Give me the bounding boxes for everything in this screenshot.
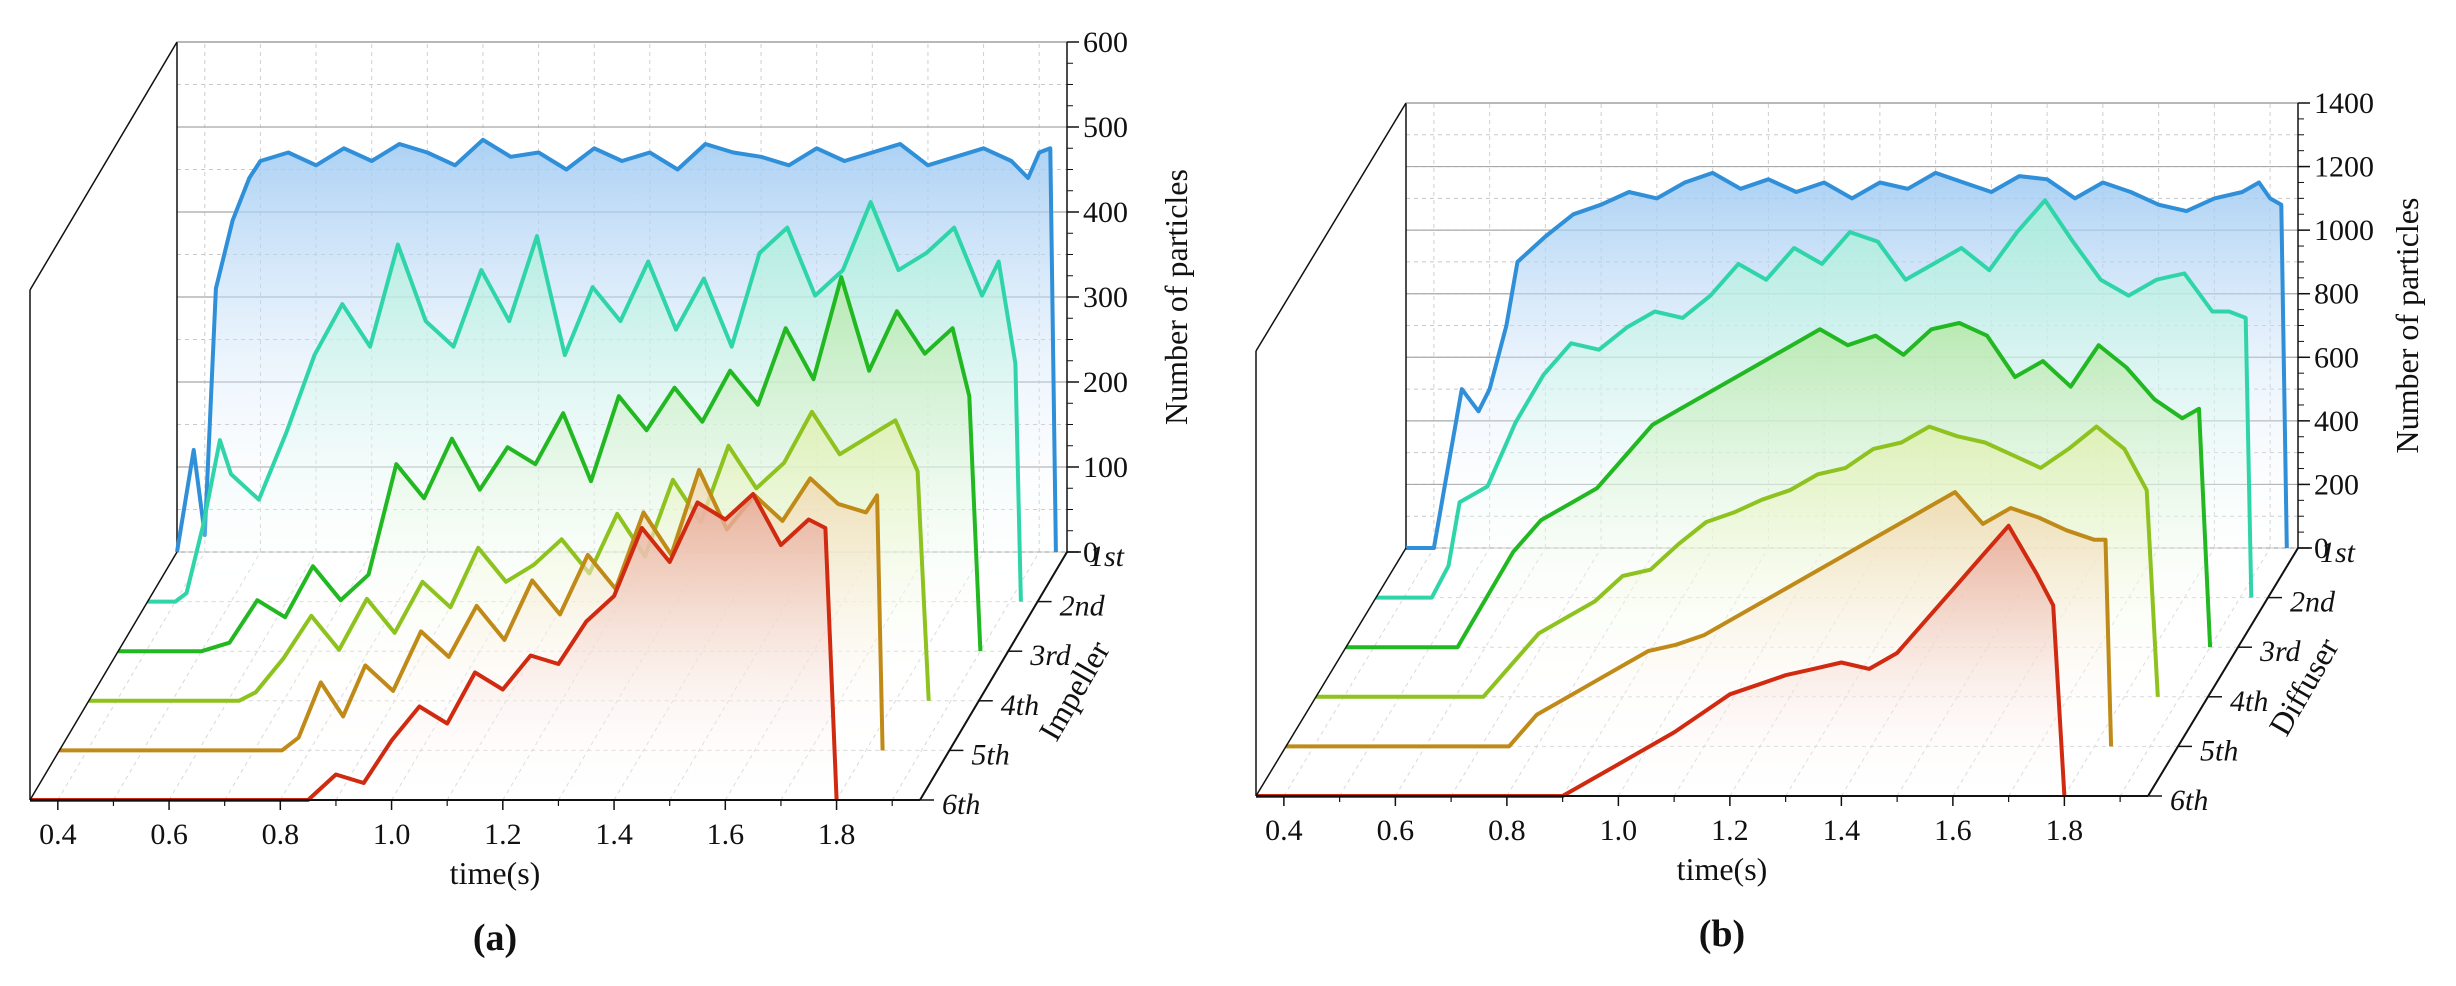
x-tick-label: 1.8	[818, 818, 856, 851]
front-axes	[1255, 102, 2312, 806]
series-line-5th	[1286, 490, 2114, 749]
y-tick-label: 200	[1083, 366, 1128, 399]
x-tick-label: 0.4	[1265, 814, 1303, 847]
panel-caption: (b)	[1699, 913, 1745, 955]
y-axis-title: Number of particles	[1158, 169, 1194, 425]
depth-tick-label: 3rd	[1029, 639, 1072, 672]
x-tick-label: 1.0	[1600, 814, 1638, 847]
depth-tick-label: 2nd	[1060, 590, 1106, 623]
series-line-3rd	[118, 275, 983, 654]
series-fill-6th	[30, 494, 837, 800]
y-tick-label: 300	[1083, 281, 1128, 314]
panel-caption: (a)	[473, 917, 517, 959]
x-tick-label: 0.6	[1377, 814, 1415, 847]
y-tick-label: 200	[2314, 468, 2359, 501]
x-tick-label: 1.8	[2046, 814, 2084, 847]
y-tick-label: 1000	[2314, 214, 2374, 247]
x-tick-label: 0.8	[262, 818, 300, 851]
depth-tick-label: 1st	[1089, 540, 1125, 573]
depth-tick-label: 5th	[971, 738, 1009, 771]
series-group	[30, 137, 1058, 802]
floor-line	[1283, 547, 1435, 797]
chart-panel-a: 0.4 0.6 0.8 1.0 1.2 1.4 1.6 1.8 0 100 200 300 400 500…	[29, 26, 1194, 959]
x-tick-label: 1.4	[1823, 814, 1861, 847]
y-tick-label: 500	[1083, 111, 1128, 144]
x-tick-label: 1.4	[595, 818, 633, 851]
depth-tick-label: 1st	[2320, 536, 2356, 569]
front-axes	[29, 41, 1081, 810]
depth-axis-line	[2147, 547, 2299, 797]
series-line-1st	[175, 137, 1058, 553]
series-line-2nd	[147, 200, 1023, 604]
x-tick-label: 1.2	[1711, 814, 1749, 847]
series-line-4th	[88, 409, 931, 703]
axis-line	[29, 41, 178, 291]
x-tick-label: 0.8	[1488, 814, 1526, 847]
y-tick-label: 1200	[2314, 151, 2374, 184]
depth-tick-label: 6th	[2170, 784, 2208, 817]
series-line-3rd	[1346, 321, 2213, 650]
y-axis-title: Number of particles	[2389, 198, 2425, 454]
series-line-4th	[1316, 424, 2160, 699]
y-tick-label: 1400	[2314, 87, 2374, 120]
depth-tick-label: 3rd	[2259, 635, 2302, 668]
x-tick-label: 1.6	[707, 818, 745, 851]
y-tick-label: 600	[2314, 341, 2359, 374]
x-tick-label: 1.2	[484, 818, 522, 851]
axis-line	[1255, 102, 1407, 352]
depth-tick-label: 4th	[1001, 689, 1039, 722]
series-line-6th	[30, 492, 839, 802]
series-group	[1256, 170, 2289, 798]
x-tick-label: 1.6	[1934, 814, 1972, 847]
depth-tick-label: 6th	[942, 788, 980, 821]
series-fill-6th	[1256, 525, 2065, 796]
series-line-5th	[59, 467, 885, 753]
depth-axis-line	[919, 551, 1068, 801]
x-tick-label: 0.4	[39, 818, 77, 851]
x-tick-label: 0.6	[150, 818, 188, 851]
depth-tick-label: 2nd	[2290, 586, 2336, 619]
series-line-2nd	[1376, 198, 2254, 600]
y-tick-label: 0	[1083, 536, 1098, 569]
x-tick-label: 1.0	[373, 818, 411, 851]
y-tick-label: 0	[2314, 532, 2329, 565]
series-line-6th	[1256, 523, 2067, 798]
series-line-1st	[1406, 170, 2289, 550]
y-tick-label: 100	[1083, 451, 1128, 484]
chart-panel-b: 0.4 0.6 0.8 1.0 1.2 1.4 1.6 1.8 0 200 400 600 800 100…	[1255, 87, 2425, 955]
y-tick-label: 600	[1083, 26, 1128, 59]
y-tick-label: 400	[2314, 405, 2359, 438]
floor-line	[57, 551, 206, 801]
x-axis-title: time(s)	[1677, 851, 1768, 887]
depth-tick-label: 4th	[2230, 685, 2268, 718]
y-tick-label: 800	[2314, 278, 2359, 311]
left-depth-axis	[1255, 547, 1407, 797]
depth-tick-label: 5th	[2200, 734, 2238, 767]
left-depth-axis	[29, 551, 178, 801]
x-axis-title: time(s)	[450, 855, 541, 891]
y-tick-label: 400	[1083, 196, 1128, 229]
